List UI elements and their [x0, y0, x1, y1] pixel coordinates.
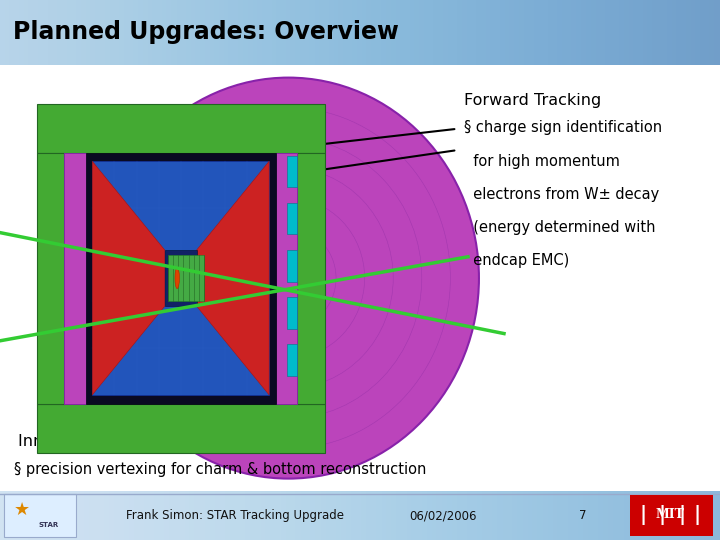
Bar: [165, 250, 197, 306]
Text: |: |: [678, 505, 685, 525]
Text: STAR: STAR: [39, 522, 59, 529]
Bar: [92, 161, 269, 395]
Bar: [287, 203, 297, 234]
Text: Planned Upgrades: Overview: Planned Upgrades: Overview: [13, 21, 399, 44]
Text: endcap EMC): endcap EMC): [464, 253, 570, 268]
Bar: [37, 104, 325, 152]
Bar: [64, 152, 86, 404]
Text: |: |: [693, 505, 701, 525]
Bar: [287, 345, 297, 376]
Text: 06/02/2006: 06/02/2006: [409, 509, 477, 522]
Text: (energy determined with: (energy determined with: [464, 220, 656, 235]
Bar: [276, 152, 297, 404]
Polygon shape: [197, 161, 269, 395]
Bar: [630, 495, 713, 536]
Bar: [86, 152, 276, 404]
Text: § charge sign identification: § charge sign identification: [464, 120, 662, 135]
Text: Forward Tracking: Forward Tracking: [464, 92, 602, 107]
Bar: [168, 255, 204, 301]
Bar: [287, 156, 297, 187]
Ellipse shape: [98, 78, 479, 478]
Text: electrons from W± decay: electrons from W± decay: [464, 187, 660, 202]
Ellipse shape: [175, 268, 179, 288]
Text: |: |: [639, 505, 647, 525]
Polygon shape: [92, 161, 165, 395]
Text: Frank Simon: STAR Tracking Upgrade: Frank Simon: STAR Tracking Upgrade: [126, 509, 344, 522]
Bar: [287, 250, 297, 281]
Text: 7: 7: [580, 509, 587, 522]
Text: for high momentum: for high momentum: [464, 153, 620, 168]
Text: Inner Tracking: Inner Tracking: [18, 434, 132, 449]
Bar: [37, 152, 64, 404]
Text: § precision vertexing for charm & bottom reconstruction: § precision vertexing for charm & bottom…: [14, 462, 427, 476]
Bar: [37, 404, 325, 453]
Text: |: |: [659, 505, 666, 525]
Bar: [287, 298, 297, 329]
Text: ★: ★: [14, 501, 30, 519]
Bar: [4, 494, 76, 537]
Text: MIT: MIT: [655, 508, 684, 521]
Bar: [297, 152, 325, 404]
